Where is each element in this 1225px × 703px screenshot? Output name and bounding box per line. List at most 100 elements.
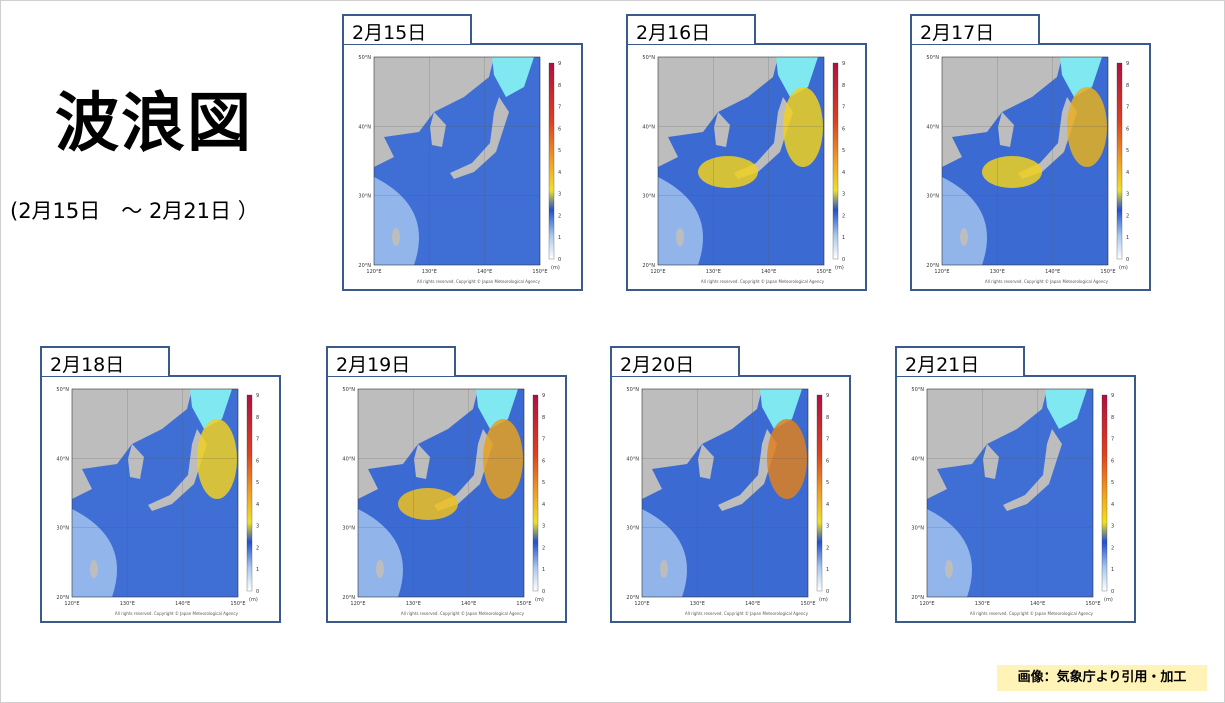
scale-label: 4 <box>558 170 561 176</box>
wave-map-panel: 2月17日 50°N 40°N 30°N 20°N 120°E 130°E 140°E 150°… <box>910 14 1151 291</box>
longitude-label: 150°E <box>1085 601 1100 607</box>
scale-label: 5 <box>542 480 545 486</box>
japan-land <box>148 429 207 511</box>
high-wave-area <box>398 488 458 520</box>
latitude-label: 30°N <box>626 526 639 532</box>
panel-date-label: 2月17日 <box>910 14 1040 44</box>
scale-label: 8 <box>542 415 545 421</box>
wave-map: 50°N 40°N 30°N 20°N 120°E 130°E 140°E 150°E 9 8 7 6… <box>910 43 1151 291</box>
longitude-label: 130°E <box>706 269 721 275</box>
longitude-label: 150°E <box>516 601 531 607</box>
color-scale-bar <box>832 62 839 260</box>
scale-label: 4 <box>542 502 545 508</box>
latitude-label: 40°N <box>926 124 939 130</box>
wave-map-panel: 2月15日 50°N 40°N 30°N 20°N 120°E 130°E 140°E 150°… <box>342 14 583 291</box>
japan-land <box>1018 97 1077 179</box>
latitude-label: 40°N <box>342 456 355 462</box>
scale-label: 8 <box>1111 415 1114 421</box>
wave-map-panel: 2月20日 50°N 40°N 30°N 20°N 120°E 130°E 140°E 150°… <box>610 346 851 623</box>
longitude-label: 140°E <box>461 601 476 607</box>
scale-label: 2 <box>1126 213 1129 219</box>
scale-label: 1 <box>558 235 561 241</box>
wave-map: 50°N 40°N 30°N 20°N 120°E 130°E 140°E 150°E 9 8 7 6… <box>895 375 1136 623</box>
scale-label: 8 <box>256 415 259 421</box>
longitude-label: 120°E <box>934 269 949 275</box>
scale-label: 7 <box>542 437 545 443</box>
longitude-label: 140°E <box>1045 269 1060 275</box>
scale-label: 9 <box>1111 393 1114 399</box>
scale-label: 9 <box>558 61 561 67</box>
wave-map: 50°N 40°N 30°N 20°N 120°E 130°E 140°E 150°E 9 8 7 6… <box>626 43 867 291</box>
latitude-label: 30°N <box>926 194 939 200</box>
scale-label: 3 <box>256 524 259 530</box>
latitude-label: 50°N <box>358 55 371 61</box>
copyright-note: All rights reserved. Copyright © Japan M… <box>701 279 825 284</box>
longitude-label: 130°E <box>990 269 1005 275</box>
scale-label: 6 <box>1111 458 1114 464</box>
latitude-label: 50°N <box>642 55 655 61</box>
scale-label: 0 <box>256 589 259 595</box>
longitude-label: 140°E <box>761 269 776 275</box>
longitude-label: 130°E <box>120 601 135 607</box>
high-wave-area <box>197 419 237 499</box>
scale-label: 5 <box>842 148 845 154</box>
scale-label: 5 <box>1126 148 1129 154</box>
scale-label: 3 <box>842 192 845 198</box>
wave-map-panel: 2月21日 50°N 40°N 30°N 20°N 120°E 130°E 140°E 150°… <box>895 346 1136 623</box>
scale-label: 3 <box>826 524 829 530</box>
latitude-label: 30°N <box>56 526 69 532</box>
latitude-label: 40°N <box>626 456 639 462</box>
longitude-label: 120°E <box>350 601 365 607</box>
scale-unit: (m) <box>249 597 258 603</box>
scale-label: 5 <box>256 480 259 486</box>
high-wave-area <box>1067 87 1107 167</box>
longitude-label: 120°E <box>919 601 934 607</box>
wave-map-panel: 2月18日 50°N 40°N 30°N 20°N 120°E 130°E 140°E 150°… <box>40 346 281 623</box>
scale-label: 7 <box>826 437 829 443</box>
scale-label: 0 <box>558 257 561 263</box>
longitude-label: 120°E <box>650 269 665 275</box>
copyright-note: All rights reserved. Copyright © Japan M… <box>401 611 525 616</box>
scale-label: 2 <box>842 213 845 219</box>
panel-date-label: 2月19日 <box>326 346 456 376</box>
scale-label: 2 <box>1111 545 1114 551</box>
high-wave-area <box>483 419 523 499</box>
scale-label: 7 <box>842 105 845 111</box>
latitude-label: 40°N <box>56 456 69 462</box>
longitude-label: 140°E <box>477 269 492 275</box>
high-wave-area <box>698 156 758 188</box>
scale-label: 9 <box>1126 61 1129 67</box>
wave-map: 50°N 40°N 30°N 20°N 120°E 130°E 140°E 150°E 9 8 7 6… <box>40 375 281 623</box>
scale-label: 8 <box>842 83 845 89</box>
color-scale-bar <box>1116 62 1123 260</box>
scale-label: 9 <box>826 393 829 399</box>
panel-date-label: 2月20日 <box>610 346 740 376</box>
scale-label: 1 <box>826 567 829 573</box>
longitude-label: 150°E <box>532 269 547 275</box>
latitude-label: 50°N <box>911 387 924 393</box>
longitude-label: 150°E <box>800 601 815 607</box>
japan-land <box>450 97 509 179</box>
panel-date-label: 2月15日 <box>342 14 472 44</box>
latitude-label: 40°N <box>911 456 924 462</box>
longitude-label: 130°E <box>422 269 437 275</box>
scale-label: 3 <box>558 192 561 198</box>
scale-label: 8 <box>558 83 561 89</box>
copyright-note: All rights reserved. Copyright © Japan M… <box>685 611 809 616</box>
wave-map: 50°N 40°N 30°N 20°N 120°E 130°E 140°E 150°E 9 8 7 6… <box>610 375 851 623</box>
latitude-label: 20°N <box>342 595 355 601</box>
scale-label: 5 <box>826 480 829 486</box>
latitude-label: 20°N <box>358 263 371 269</box>
copyright-note: All rights reserved. Copyright © Japan M… <box>115 611 239 616</box>
scale-label: 5 <box>1111 480 1114 486</box>
scale-label: 0 <box>842 257 845 263</box>
scale-label: 6 <box>826 458 829 464</box>
scale-label: 3 <box>542 524 545 530</box>
image-credit: 画像：気象庁より引用・加工 <box>997 665 1207 691</box>
longitude-label: 120°E <box>634 601 649 607</box>
scale-label: 4 <box>826 502 829 508</box>
